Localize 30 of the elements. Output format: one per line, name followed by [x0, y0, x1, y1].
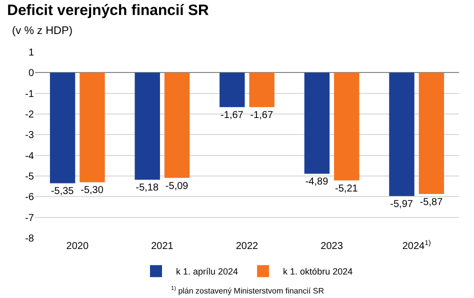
y-tick-label: -3	[25, 130, 34, 142]
y-tick-label: -8	[25, 234, 34, 244]
x-tick-label: 2024$^{1)}$	[402, 238, 431, 252]
data-label: -5,21	[335, 183, 358, 194]
chart-title: Deficit verejných financií SR	[7, 2, 210, 19]
y-tick-label: 1	[28, 48, 34, 58]
x-tick-label: 2020	[66, 241, 89, 252]
data-label: -1,67	[250, 110, 274, 122]
legend-label: k 1. októbru 2024	[283, 266, 353, 277]
y-tick-label: -2	[25, 110, 34, 120]
y-tick-label: -1	[25, 88, 34, 100]
data-label: -5,18	[136, 182, 159, 194]
data-label: -5,87	[420, 196, 444, 208]
data-label: -5,30	[80, 185, 104, 196]
chart-subtitle: (v % z HDP)	[12, 25, 72, 37]
y-tick-label: -5	[25, 172, 34, 182]
legend-label: k 1. aprílu 2024	[176, 266, 238, 277]
data-label: -5,09	[165, 180, 189, 192]
x-tick-label: 2022	[236, 241, 259, 252]
y-tick-label: 0	[28, 68, 34, 80]
y-tick-label: -6	[25, 192, 34, 204]
y-tick-label: -4	[25, 150, 34, 162]
y-tick-label: -7	[25, 212, 34, 224]
data-label: -1,67	[220, 110, 244, 122]
data-label: -5,35	[50, 186, 74, 198]
text: $^{1)}$ plán zostavený Ministerstvom financií SR	[171, 285, 324, 296]
x-tick-label: 2021	[151, 241, 174, 252]
data-label: -4,89	[305, 176, 329, 188]
x-tick-label: 2023	[320, 241, 344, 252]
data-label: -5,97	[390, 199, 414, 210]
